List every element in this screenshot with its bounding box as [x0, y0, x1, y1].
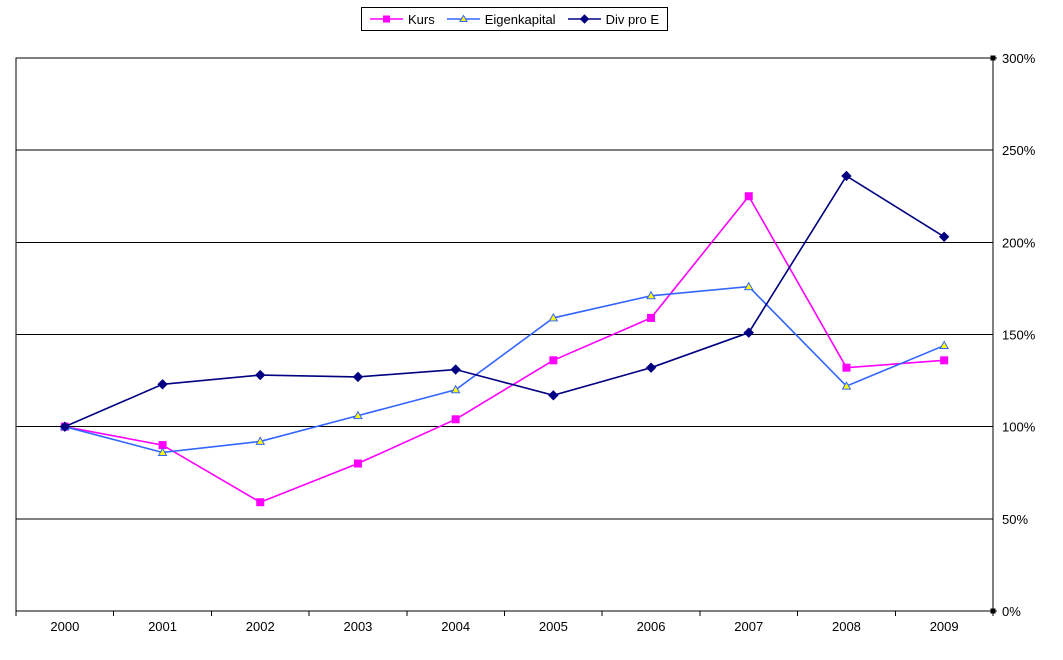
legend-item-eigenkapital: Eigenkapital: [446, 11, 556, 27]
marker-kurs: [451, 415, 460, 424]
marker-eigenkapital: [841, 381, 852, 390]
marker-eigenkapital: [743, 281, 754, 291]
legend-item-div-pro-e: Div pro E: [567, 11, 660, 27]
marker-kurs: [647, 313, 656, 322]
series-div-pro-e: [59, 170, 950, 432]
legend-div-pro-e-marker-icon: [567, 14, 601, 24]
marker-kurs: [940, 356, 949, 365]
x-axis-label: 2006: [637, 619, 666, 634]
x-axis-label: 2001: [148, 619, 177, 634]
y-axis-tick-label: 0%: [1002, 604, 1021, 619]
y-axis-tick-label: 250%: [1002, 143, 1036, 158]
x-axis-label: 2005: [539, 619, 568, 634]
y-axis-end-tick: [990, 55, 996, 61]
marker-div-pro-e: [548, 390, 559, 401]
x-axis-label: 2007: [734, 619, 763, 634]
series-line-div-pro-e: [64, 174, 945, 428]
marker-div-pro-e: [645, 362, 657, 373]
marker-eigenkapital: [548, 312, 559, 322]
x-axis-label: 2004: [441, 619, 470, 634]
legend-kurs-marker-icon: [370, 15, 403, 23]
y-axis-tick-label: 200%: [1002, 235, 1036, 250]
marker-kurs: [353, 459, 362, 468]
series-line-eigenkapital: [64, 285, 945, 454]
marker-div-pro-e: [579, 14, 589, 24]
x-axis-label: 2003: [343, 619, 372, 634]
series-line-kurs: [64, 194, 945, 504]
series-kurs: [60, 192, 949, 507]
x-axis-label: 2002: [246, 619, 275, 634]
marker-div-pro-e: [59, 421, 71, 432]
marker-kurs: [744, 192, 753, 201]
marker-eigenkapital: [353, 410, 363, 420]
marker-div-pro-e: [255, 369, 266, 381]
marker-kurs: [549, 356, 558, 365]
marker-kurs: [256, 498, 265, 507]
marker-eigenkapital: [450, 384, 461, 394]
marker-div-pro-e: [938, 231, 950, 243]
marker-eigenkapital: [255, 436, 266, 445]
marker-div-pro-e: [157, 379, 168, 390]
marker-kurs: [383, 15, 390, 23]
marker-div-pro-e: [743, 327, 754, 338]
legend-eigenkapital-marker-icon: [446, 14, 480, 22]
legend-label: Kurs: [408, 11, 435, 27]
marker-kurs: [842, 363, 851, 372]
y-axis-tick-label: 50%: [1002, 512, 1028, 527]
marker-eigenkapital: [646, 290, 656, 300]
x-axis-label: 2000: [50, 619, 79, 634]
marker-eigenkapital: [458, 14, 468, 22]
y-axis-tick-label: 150%: [1002, 328, 1036, 343]
legend-label: Div pro E: [605, 11, 660, 27]
x-axis-label: 2009: [930, 619, 959, 634]
marker-div-pro-e: [450, 364, 461, 375]
x-axis-label: 2008: [832, 619, 861, 634]
legend-item-kurs: Kurs: [370, 12, 435, 27]
y-axis-tick-label: 300%: [1002, 51, 1036, 66]
y-axis-tick-label: 100%: [1002, 420, 1036, 435]
marker-div-pro-e: [352, 371, 364, 383]
legend: Kurs Eigenkapital Div pro E: [361, 7, 669, 31]
marker-eigenkapital: [157, 447, 168, 456]
marker-eigenkapital: [939, 340, 950, 350]
series-eigenkapital: [59, 281, 950, 456]
legend-label: Eigenkapital: [484, 11, 556, 27]
marker-div-pro-e: [841, 170, 852, 182]
